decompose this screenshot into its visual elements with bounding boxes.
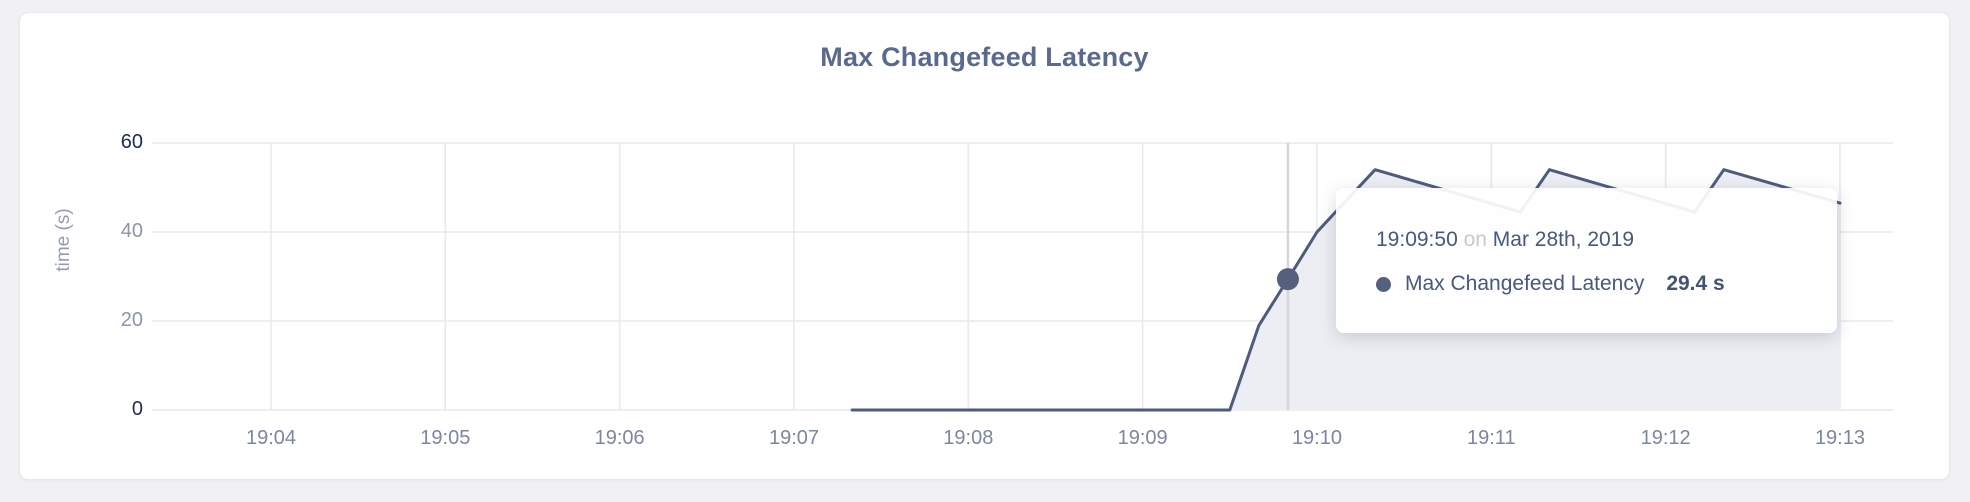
tooltip-series-row: Max Changefeed Latency 29.4 s bbox=[1376, 270, 1837, 298]
hover-tooltip: 19:09:50 on Mar 28th, 2019 Max Changefee… bbox=[1336, 188, 1837, 333]
chart-title: Max Changefeed Latency bbox=[820, 42, 1149, 72]
y-tick-label: 60 bbox=[120, 131, 143, 153]
tooltip-date: Mar 28th, 2019 bbox=[1492, 228, 1635, 251]
hover-dot bbox=[1276, 268, 1299, 291]
y-tick-label: 20 bbox=[120, 309, 143, 331]
x-tick-label: 19:12 bbox=[1640, 427, 1691, 449]
tooltip-time: 19:09:50 bbox=[1376, 228, 1458, 251]
x-tick-label: 19:07 bbox=[768, 427, 820, 449]
x-tick-label: 19:13 bbox=[1814, 427, 1865, 449]
x-tick-label: 19:05 bbox=[420, 427, 471, 449]
tooltip-series-label: Max Changefeed Latency bbox=[1405, 272, 1645, 295]
x-tick-label: 19:09 bbox=[1117, 427, 1168, 449]
tooltip-connector: on bbox=[1463, 228, 1487, 251]
tooltip-series-value: 29.4 s bbox=[1666, 272, 1725, 295]
y-tick-label: 0 bbox=[131, 398, 143, 420]
x-tick-label: 19:11 bbox=[1467, 427, 1516, 449]
tooltip-timestamp: 19:09:50 on Mar 28th, 2019 bbox=[1376, 226, 1837, 254]
x-tick-label: 19:06 bbox=[594, 427, 645, 449]
x-tick-label: 19:08 bbox=[943, 427, 994, 449]
x-tick-label: 19:10 bbox=[1291, 427, 1342, 449]
series-bullet-icon bbox=[1376, 276, 1391, 292]
y-tick-label: 40 bbox=[120, 220, 143, 242]
x-tick-label: 19:04 bbox=[245, 427, 297, 449]
